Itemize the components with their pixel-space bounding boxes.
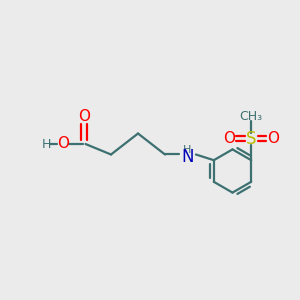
Text: CH₃: CH₃	[240, 110, 263, 124]
Text: O: O	[57, 136, 69, 152]
Text: O: O	[78, 109, 90, 124]
Text: H: H	[42, 137, 51, 151]
Text: S: S	[246, 130, 256, 148]
Text: N: N	[181, 148, 194, 166]
Text: O: O	[224, 131, 236, 146]
Text: H: H	[183, 145, 192, 155]
Text: O: O	[267, 131, 279, 146]
